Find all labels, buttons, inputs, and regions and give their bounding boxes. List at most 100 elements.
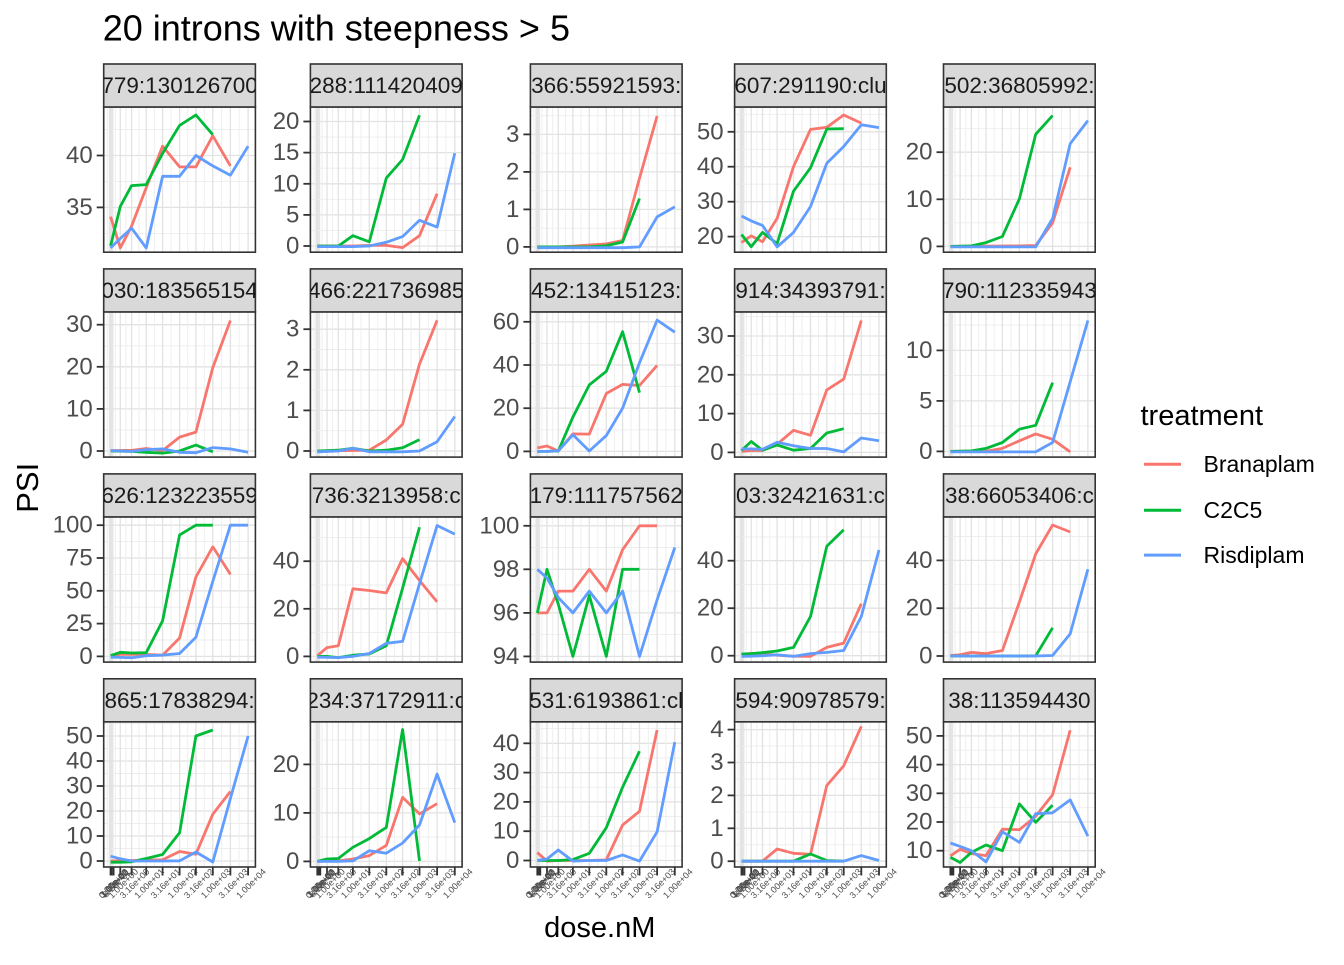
svg-text:40: 40	[493, 352, 520, 379]
svg-text:Risdiplam: Risdiplam	[1204, 542, 1305, 568]
svg-text:1: 1	[710, 815, 723, 842]
svg-text:0: 0	[79, 438, 92, 465]
svg-text:0: 0	[919, 438, 932, 465]
svg-text:100: 100	[479, 512, 519, 539]
svg-text:dose.nM: dose.nM	[544, 912, 655, 944]
svg-text:10: 10	[66, 823, 93, 850]
svg-text:20: 20	[273, 108, 300, 135]
svg-text:50: 50	[66, 577, 93, 604]
svg-text:30: 30	[697, 188, 724, 215]
svg-text:30: 30	[697, 323, 724, 350]
svg-text:0: 0	[286, 438, 299, 465]
svg-text:98: 98	[493, 556, 520, 583]
svg-text:20 introns with steepness > 5: 20 introns with steepness > 5	[103, 8, 570, 49]
svg-text:20: 20	[66, 798, 93, 825]
svg-text:0: 0	[79, 848, 92, 875]
svg-text:40: 40	[697, 547, 724, 574]
svg-text:20: 20	[493, 788, 520, 815]
svg-text:0: 0	[286, 848, 299, 875]
svg-text:790:112335943: 790:112335943	[942, 278, 1097, 303]
svg-text:35: 35	[66, 194, 93, 221]
svg-text:594:90978579:: 594:90978579:	[735, 688, 885, 713]
svg-text:531:6193861:cl: 531:6193861:cl	[529, 688, 683, 713]
svg-text:100: 100	[53, 512, 93, 539]
svg-text:20: 20	[66, 353, 93, 380]
svg-text:0: 0	[79, 643, 92, 670]
svg-text:1: 1	[506, 196, 519, 223]
svg-text:452:13415123:: 452:13415123:	[531, 278, 681, 303]
svg-text:779:130126700: 779:130126700	[101, 73, 257, 98]
svg-text:03:32421631:c: 03:32421631:c	[736, 483, 885, 508]
svg-text:38:66053406:c: 38:66053406:c	[945, 483, 1094, 508]
svg-text:0: 0	[506, 847, 519, 874]
svg-text:626:123223559: 626:123223559	[101, 483, 257, 508]
svg-text:0: 0	[286, 233, 299, 260]
svg-text:60: 60	[493, 308, 520, 335]
svg-text:0: 0	[710, 439, 723, 466]
svg-text:40: 40	[273, 548, 300, 575]
svg-text:75: 75	[66, 545, 93, 572]
svg-text:10: 10	[906, 186, 933, 213]
svg-text:10: 10	[66, 395, 93, 422]
svg-text:40: 40	[66, 748, 93, 775]
svg-text:0: 0	[506, 438, 519, 465]
svg-text:PSI: PSI	[10, 463, 45, 513]
svg-text:736:3213958:c: 736:3213958:c	[312, 483, 461, 508]
svg-text:607:291190:clu: 607:291190:clu	[734, 73, 886, 98]
svg-text:50: 50	[906, 722, 933, 749]
svg-text:30: 30	[493, 759, 520, 786]
svg-text:20: 20	[697, 223, 724, 250]
svg-text:15: 15	[273, 139, 300, 166]
svg-text:50: 50	[697, 118, 724, 145]
svg-text:10: 10	[906, 337, 933, 364]
svg-text:0: 0	[710, 642, 723, 669]
svg-text:1: 1	[286, 397, 299, 424]
svg-text:20: 20	[273, 595, 300, 622]
svg-text:0: 0	[286, 643, 299, 670]
svg-text:30: 30	[906, 780, 933, 807]
svg-text:5: 5	[286, 201, 299, 228]
svg-text:94: 94	[493, 643, 520, 670]
svg-text:20: 20	[273, 751, 300, 778]
svg-text:466:221736985: 466:221736985	[308, 278, 464, 303]
svg-text:3: 3	[506, 121, 519, 148]
svg-text:20: 20	[906, 139, 933, 166]
svg-text:20: 20	[697, 595, 724, 622]
svg-text:40: 40	[493, 730, 520, 757]
svg-text:3: 3	[710, 749, 723, 776]
svg-text:5: 5	[919, 387, 932, 414]
svg-text:10: 10	[493, 818, 520, 845]
svg-text:865:17838294:: 865:17838294:	[105, 688, 255, 713]
svg-text:40: 40	[66, 142, 93, 169]
svg-text:20: 20	[906, 595, 933, 622]
svg-text:030:183565154: 030:183565154	[101, 278, 257, 303]
svg-text:20: 20	[697, 361, 724, 388]
svg-text:234:37172911:c: 234:37172911:c	[306, 688, 466, 713]
svg-text:20: 20	[493, 395, 520, 422]
svg-text:366:55921593:: 366:55921593:	[531, 73, 681, 98]
svg-text:0: 0	[506, 233, 519, 260]
svg-text:30: 30	[66, 311, 93, 338]
svg-text:treatment: treatment	[1141, 400, 1264, 432]
svg-text:502:36805992:: 502:36805992:	[944, 73, 1094, 98]
svg-text:2: 2	[506, 158, 519, 185]
svg-text:30: 30	[66, 773, 93, 800]
svg-text:2: 2	[286, 356, 299, 383]
svg-text:288:111420409: 288:111420409	[310, 73, 463, 98]
svg-text:38:113594430: 38:113594430	[948, 688, 1090, 713]
svg-text:2: 2	[710, 782, 723, 809]
svg-text:10: 10	[273, 799, 300, 826]
svg-text:10: 10	[697, 400, 724, 427]
svg-text:0: 0	[919, 233, 932, 260]
svg-text:20: 20	[906, 809, 933, 836]
svg-text:40: 40	[906, 547, 933, 574]
svg-text:4: 4	[710, 716, 723, 743]
svg-text:25: 25	[66, 610, 93, 637]
svg-text:50: 50	[66, 723, 93, 750]
svg-text:Branaplam: Branaplam	[1204, 451, 1315, 477]
svg-text:40: 40	[906, 751, 933, 778]
svg-text:10: 10	[906, 837, 933, 864]
svg-text:3: 3	[286, 316, 299, 343]
svg-text:0: 0	[710, 848, 723, 875]
svg-text:10: 10	[273, 170, 300, 197]
